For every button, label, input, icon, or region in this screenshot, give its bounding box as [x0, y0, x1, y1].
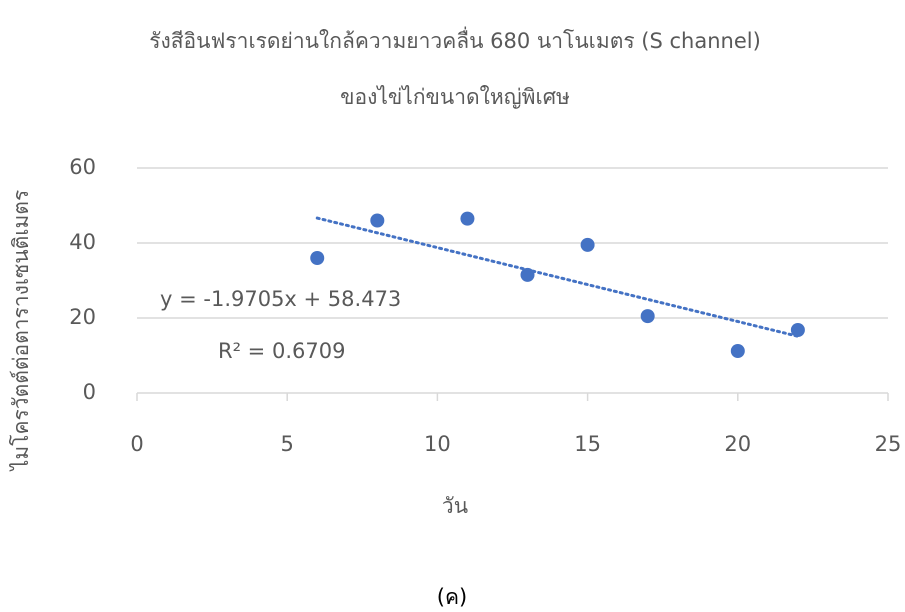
data-point	[310, 251, 324, 265]
y-tick-label: 0	[83, 380, 96, 404]
x-tick-label: 5	[281, 432, 294, 456]
chart-title: รังสีอินฟราเรดย่านใกล้ความยาวคลื่น 680 น…	[149, 26, 761, 53]
x-tick-label: 10	[424, 432, 451, 456]
y-axis-label: ไมโครวัตต์ต่อตารางเซนติเมตร	[9, 190, 33, 472]
data-point	[731, 344, 745, 358]
data-point	[460, 212, 474, 226]
trendline-r2: R² = 0.6709	[218, 339, 345, 363]
data-point	[791, 323, 805, 337]
x-tick-label: 0	[130, 432, 143, 456]
caption: (ค)	[437, 585, 467, 609]
x-tick-label: 25	[875, 432, 902, 456]
chart: รังสีอินฟราเรดย่านใกล้ความยาวคลื่น 680 น…	[0, 0, 905, 612]
x-axis-label: วัน	[442, 494, 468, 518]
x-tick-label: 15	[574, 432, 601, 456]
y-tick-label: 60	[69, 155, 96, 179]
chart-subtitle: ของไข่ไก่ขนาดใหญ่พิเศษ	[340, 85, 570, 109]
trendline-equation: y = -1.9705x + 58.473	[160, 287, 401, 311]
data-point	[641, 309, 655, 323]
data-point	[521, 268, 535, 282]
data-point	[370, 214, 384, 228]
page: รังสีอินฟราเรดย่านใกล้ความยาวคลื่น 680 น…	[0, 0, 905, 612]
y-tick-label: 20	[69, 305, 96, 329]
x-tick-label: 20	[724, 432, 751, 456]
data-point	[581, 238, 595, 252]
y-tick-label: 40	[69, 230, 96, 254]
